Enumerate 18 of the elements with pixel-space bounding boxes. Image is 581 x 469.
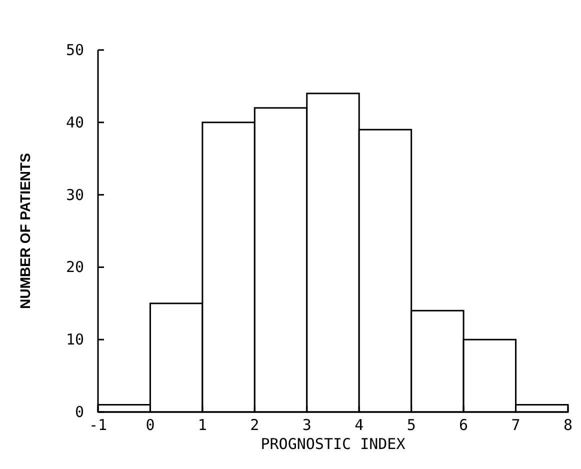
y-tick-label: 0: [74, 403, 84, 421]
x-axis-title: PROGNOSTIC INDEX: [260, 435, 406, 453]
y-tick-label: 30: [66, 186, 84, 204]
y-tick-label: 10: [66, 330, 84, 349]
x-tick-label: 2: [250, 416, 260, 434]
y-axis-title: NUMBER OF PATIENTS: [17, 153, 33, 309]
x-tick-label: 3: [302, 416, 312, 434]
x-tick-label: 1: [198, 416, 207, 434]
y-tick-label: 50: [66, 41, 84, 59]
x-tick-label: 7: [511, 416, 520, 434]
x-tick-label: 5: [406, 416, 416, 434]
y-tick-label: 20: [66, 258, 84, 276]
x-tick-label: -1: [88, 416, 108, 434]
y-tick-label: 40: [66, 113, 84, 132]
x-tick-label: 4: [354, 416, 364, 434]
x-tick-label: 8: [563, 416, 573, 434]
x-tick-label: 0: [146, 416, 155, 434]
x-tick-label: 6: [459, 416, 468, 434]
